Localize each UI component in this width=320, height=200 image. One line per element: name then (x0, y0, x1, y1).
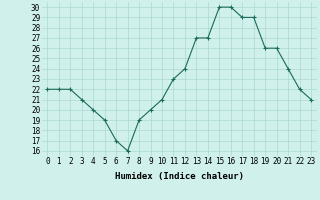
X-axis label: Humidex (Indice chaleur): Humidex (Indice chaleur) (115, 172, 244, 181)
